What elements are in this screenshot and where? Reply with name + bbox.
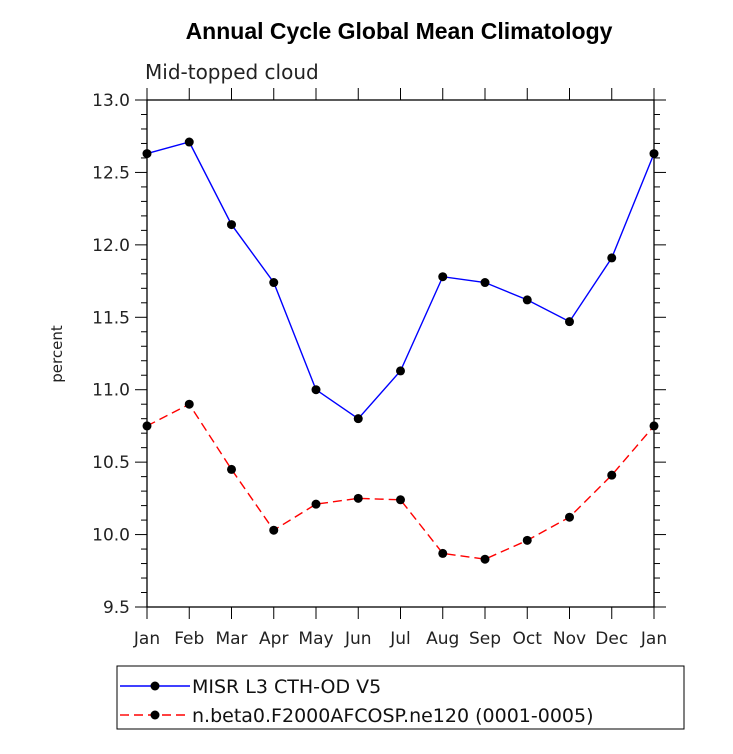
x-tick-label: May: [298, 629, 333, 649]
legend-box: [116, 665, 685, 730]
y-tick-label: 11.5: [92, 308, 130, 328]
series-2-point: [227, 464, 236, 474]
x-tick-label: Oct: [513, 629, 543, 649]
series-1-point: [184, 137, 194, 147]
series-1-point: [311, 385, 321, 395]
series-2-point: [142, 421, 152, 431]
series-2-point: [396, 495, 405, 505]
series-1-point: [649, 149, 659, 159]
series-1-point: [480, 278, 490, 288]
series-1-point: [396, 366, 405, 376]
series-1-point: [607, 253, 617, 263]
series-2-point: [522, 535, 532, 545]
y-tick-label: 10.5: [92, 453, 130, 473]
y-tick-label: 13.0: [92, 91, 130, 111]
y-tick-label: 11.0: [92, 381, 130, 401]
series-1-point: [565, 317, 574, 327]
series-2-point: [438, 548, 448, 558]
chart-title: Annual Cycle Global Mean Climatology: [186, 18, 613, 44]
legend-label-1: MISR L3 CTH-OD V5: [192, 676, 381, 698]
series-2-point: [184, 399, 194, 409]
series-layer: [142, 137, 659, 564]
series-2-point: [353, 493, 363, 503]
chart-subtitle: Mid-topped cloud: [145, 60, 319, 84]
series-1-point: [227, 220, 236, 230]
series-1-point: [142, 149, 152, 159]
series-1-point: [353, 414, 363, 424]
x-tick-label: Feb: [174, 629, 204, 649]
series-line-1: [146, 141, 655, 420]
series-1-point: [269, 278, 279, 288]
x-tick-label: Dec: [595, 629, 628, 649]
x-tick-label: Nov: [553, 629, 586, 649]
legend-marker-1: [150, 681, 160, 691]
series-1-point: [522, 295, 532, 305]
x-tick-label: Jun: [344, 629, 372, 649]
plot-frame: [146, 99, 655, 608]
series-2-point: [649, 421, 659, 431]
series-2-point: [311, 499, 321, 509]
x-tick-label: Apr: [259, 629, 288, 649]
x-tick-label: Jan: [133, 629, 160, 649]
legend: MISR L3 CTH-OD V5 n.beta0.F2000AFCOSP.ne1…: [120, 676, 594, 727]
legend-marker-2: [150, 710, 160, 720]
y-tick-label: 10.0: [92, 526, 130, 546]
y-axis: 9.5 10.0 10.5 11.0 11.5 12.0 12.5 13.0: [92, 91, 666, 618]
x-tick-label: Jan: [640, 629, 667, 649]
y-tick-label: 9.5: [103, 598, 130, 618]
x-tick-label: Sep: [469, 629, 501, 649]
series-2-point: [269, 525, 279, 535]
y-tick-label: 12.5: [92, 163, 130, 183]
series-2-point: [607, 470, 617, 480]
y-axis-label: percent: [48, 325, 66, 383]
y-tick-label: 12.0: [92, 236, 130, 256]
legend-label-2: n.beta0.F2000AFCOSP.ne120 (0001-0005): [192, 705, 594, 727]
x-tick-label: Aug: [426, 629, 459, 649]
series-1-point: [438, 272, 448, 282]
x-tick-label: Jul: [389, 629, 411, 649]
x-tick-label: Mar: [215, 629, 247, 649]
series-2-point: [480, 554, 490, 564]
series-2-point: [565, 512, 574, 522]
series-line-2: [146, 403, 655, 560]
x-axis: Jan Feb Mar Apr May Jun Jul Aug Sep Oct Nov Dec Jan: [133, 88, 667, 649]
